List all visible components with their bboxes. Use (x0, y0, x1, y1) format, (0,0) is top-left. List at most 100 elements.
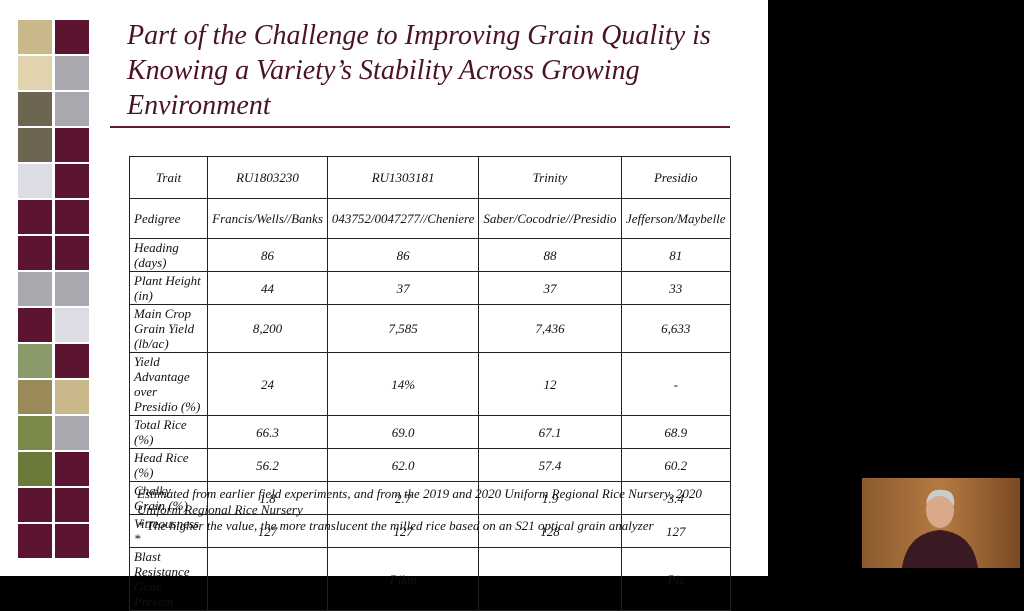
trait-cell: Head Rice (%) (128, 448, 209, 482)
cell: 33 (620, 271, 732, 305)
cell: 8,200 (207, 304, 328, 353)
table-row: Pedigree Francis/Wells//Banks 043752/00472… (128, 198, 732, 239)
header-cell: Presidio (620, 156, 732, 199)
cell (478, 547, 622, 611)
cell (207, 547, 328, 611)
decor-square (55, 236, 89, 270)
trait-cell: Yield Advantage over Presidio (%) (128, 352, 209, 416)
decor-square (18, 56, 52, 90)
cell: Pikm (326, 547, 480, 611)
decor-square (18, 128, 52, 162)
title-rule (110, 126, 730, 128)
cell: 043752/0047277//Cheniere (326, 198, 480, 239)
cell: Saber/Cocodrie//Presidio (478, 198, 622, 239)
table-row: Blast Resistance Gene Present Pikm Piz (128, 547, 732, 611)
trait-cell: Main Crop Grain Yield (lb/ac) (128, 304, 209, 353)
trait-cell: Chalky Grain (%) (128, 481, 209, 515)
cell: 57.4 (478, 448, 622, 482)
decor-square (55, 416, 89, 450)
decor-square (18, 200, 52, 234)
slide-title: Part of the Challenge to Improving Grain… (127, 20, 711, 121)
decor-square (55, 20, 89, 54)
cell: 60.2 (620, 448, 732, 482)
decor-square (18, 236, 52, 270)
cell: 127 (620, 514, 732, 548)
trait-cell: Total Rice (%) (128, 415, 209, 449)
header-row: Trait RU1803230 RU1303181 Trinity Presidio (128, 156, 732, 199)
decor-square (55, 524, 89, 558)
cell: 44 (207, 271, 328, 305)
presenter (902, 489, 978, 568)
cell: 56.2 (207, 448, 328, 482)
cell: 127 (207, 514, 328, 548)
cell: 88 (478, 238, 622, 272)
cell: 14% (326, 352, 480, 416)
decor-square (55, 344, 89, 378)
decor-square (55, 308, 89, 342)
cell: 67.1 (478, 415, 622, 449)
header-cell: RU1803230 (207, 156, 328, 199)
cell: Jefferson/Maybelle (620, 198, 732, 239)
cell: - (620, 352, 732, 416)
cell: 12 (478, 352, 622, 416)
cell: 6,633 (620, 304, 732, 353)
decor-square (18, 416, 52, 450)
table-row: Chalky Grain (%) 1.8 2.7 1.9 3.4 (128, 481, 732, 515)
slide: Part of the Challenge to Improving Grain… (0, 0, 768, 611)
decor-square (55, 272, 89, 306)
cell: Piz (620, 547, 732, 611)
footnote: * The higher the value, the more translu… (137, 518, 654, 533)
cell: Francis/Wells//Banks (207, 198, 328, 239)
decor-square (55, 92, 89, 126)
header-cell: RU1303181 (326, 156, 480, 199)
decor-square (18, 524, 52, 558)
trait-cell: Blast Resistance Gene Present (128, 547, 209, 611)
table-row: Total Rice (%) 66.3 69.0 67.1 68.9 (128, 415, 732, 449)
decor-square (18, 380, 52, 414)
decor-square (55, 164, 89, 198)
decor-square (18, 488, 52, 522)
trait-cell: Plant Height (in) (128, 271, 209, 305)
cell: 37 (478, 271, 622, 305)
table-row: Head Rice (%) 56.2 62.0 57.4 60.2 (128, 448, 732, 482)
decor-square (55, 200, 89, 234)
decor-square (18, 344, 52, 378)
table-row: Main Crop Grain Yield (lb/ac) 8,200 7,585 7… (128, 304, 732, 353)
footnote: Estimated from earlier field experiments… (137, 486, 702, 517)
decor-square (18, 308, 52, 342)
trait-cell: Heading (days) (128, 238, 209, 272)
decor-square (55, 128, 89, 162)
decor-square (18, 164, 52, 198)
cell: 1.8 (207, 481, 328, 515)
cell: 3.4 (620, 481, 732, 515)
header-cell: Trait (128, 156, 209, 199)
table-row: Heading (days) 86 86 88 81 (128, 238, 732, 272)
footnotes: Estimated from earlier field experiments… (137, 486, 727, 534)
cell: 24 (207, 352, 328, 416)
decor-square (18, 452, 52, 486)
cell: 1.9 (478, 481, 622, 515)
cell: 7,436 (478, 304, 622, 353)
cell: 69.0 (326, 415, 480, 449)
webcam-thumbnail (862, 478, 1020, 568)
cell: 68.9 (620, 415, 732, 449)
header-cell: Trinity (478, 156, 622, 199)
decor-square (55, 380, 89, 414)
decor-square (18, 92, 52, 126)
decor-square (55, 56, 89, 90)
decor-square (18, 272, 52, 306)
cell: 81 (620, 238, 732, 272)
table-row: Yield Advantage over Presidio (%) 24 14% 12… (128, 352, 732, 416)
cell: 86 (207, 238, 328, 272)
cell: 37 (326, 271, 480, 305)
cell: 62.0 (326, 448, 480, 482)
decor-square (55, 488, 89, 522)
cell: 66.3 (207, 415, 328, 449)
table-row: Plant Height (in) 44 37 37 33 (128, 271, 732, 305)
trait-cell: Pedigree (128, 198, 209, 239)
cell: 7,585 (326, 304, 480, 353)
cell: 86 (326, 238, 480, 272)
decor-square (55, 452, 89, 486)
decor-square (18, 20, 52, 54)
